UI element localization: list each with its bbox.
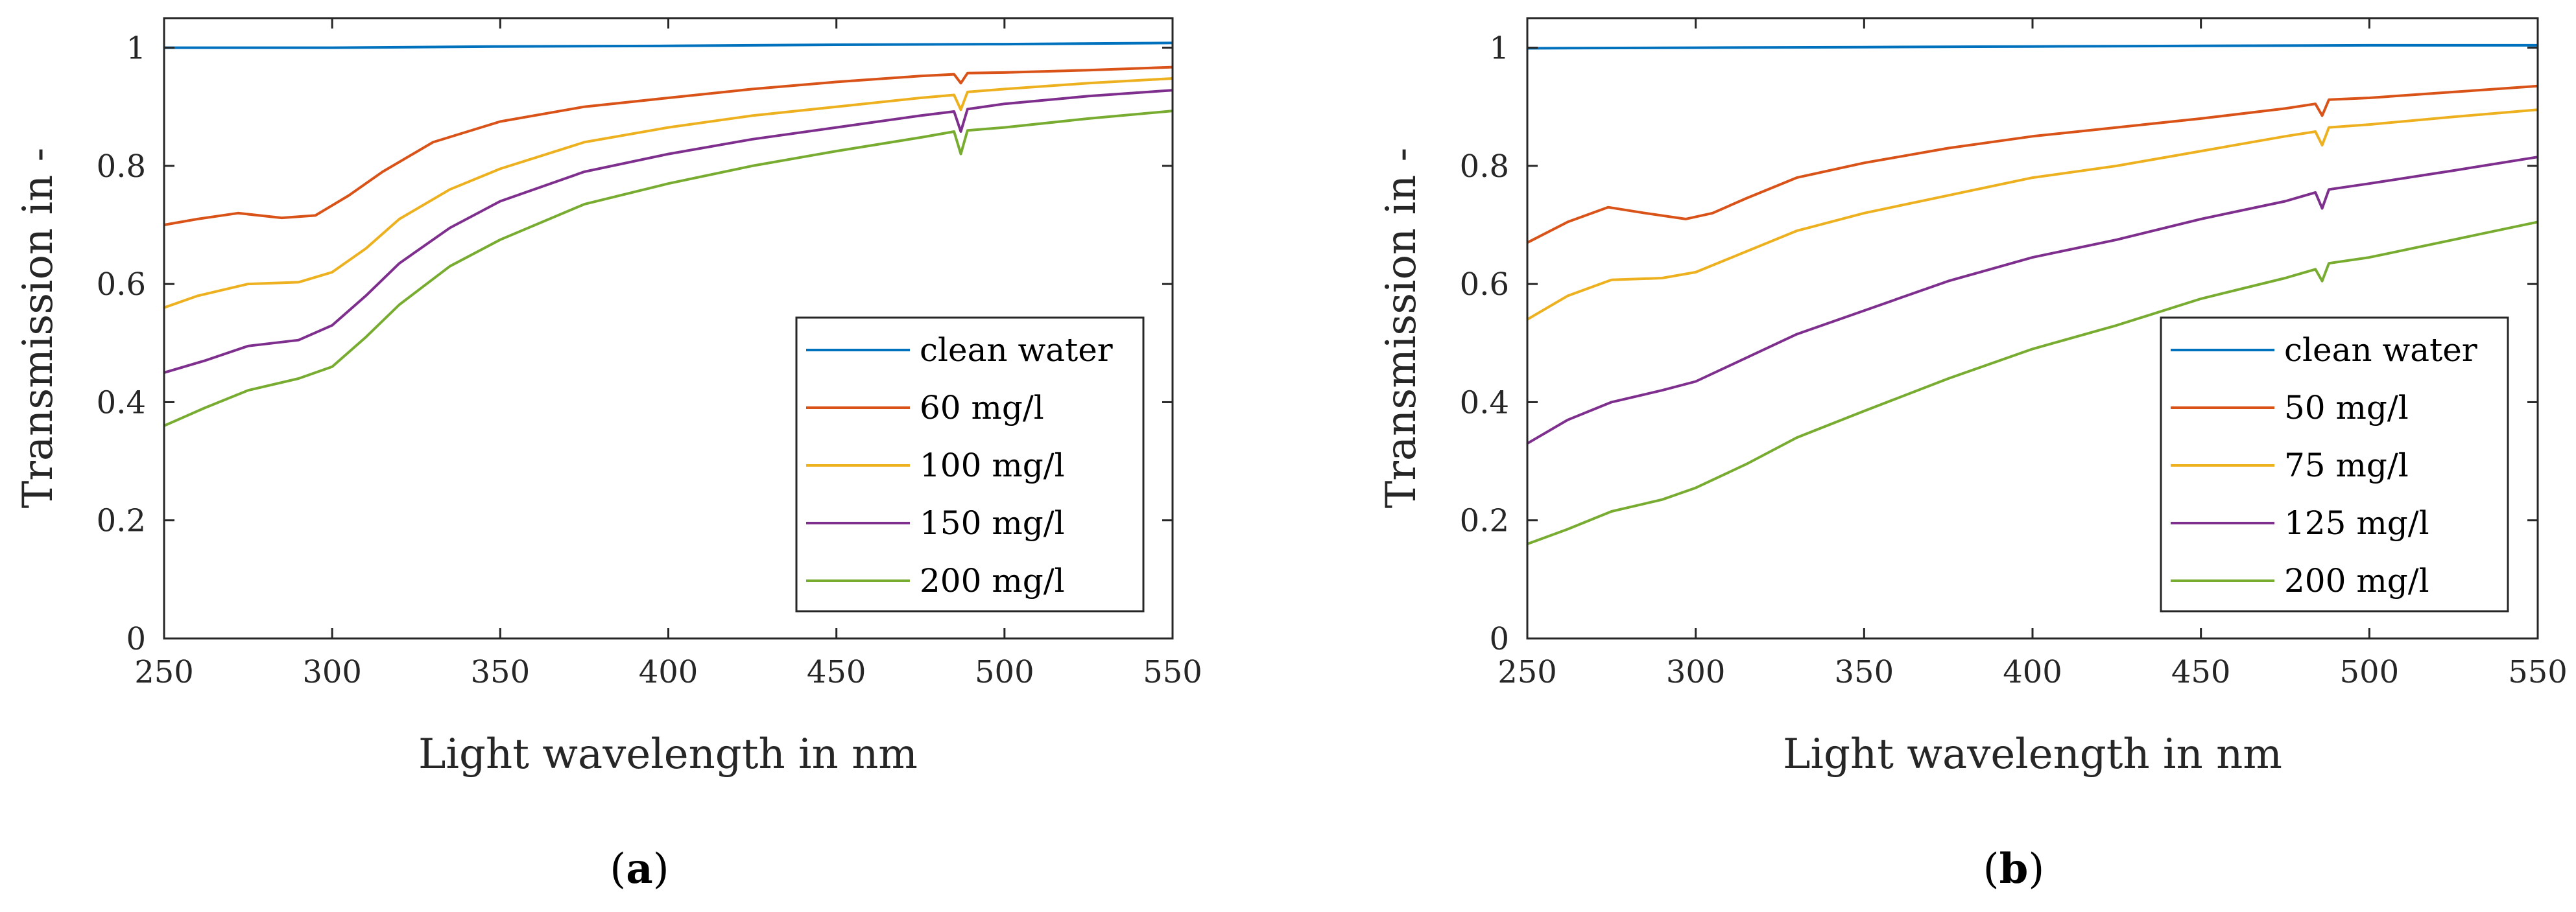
legend-label-b-4: 200 mg/l <box>2284 562 2429 600</box>
x-tick-label-a-5: 500 <box>975 654 1034 690</box>
panel-label-a: (a) <box>610 845 669 893</box>
ticks-b <box>1526 18 2539 640</box>
series-lines-a <box>163 41 1173 427</box>
x-tick-label-b-4: 450 <box>2171 654 2231 690</box>
series-line-a-0 <box>164 41 1173 49</box>
x-axis-label-a: Light wavelength in nm <box>418 731 918 778</box>
y-tick-labels-a: 0 0.2 0.4 0.6 0.8 1 <box>97 30 146 657</box>
series-line-b-3 <box>1526 156 2538 445</box>
x-tick-labels-a: 250 300 350 400 450 500 550 <box>134 654 1202 690</box>
x-axis-label-b: Light wavelength in nm <box>1783 731 2282 778</box>
series-line-b-1 <box>1527 84 2538 244</box>
legend-label-b-2: 75 mg/l <box>2284 447 2409 484</box>
y-tick-labels-b: 0 0.2 0.4 0.6 0.8 1 <box>1460 30 1509 657</box>
legend-label-a-2: 100 mg/l <box>920 447 1065 484</box>
series-line-a-1 <box>163 65 1173 226</box>
legend-entries-b: clean water 50 mg/l 75 mg/l 125 mg/l 200 mg/… <box>2171 331 2477 600</box>
legend-label-b-0: clean water <box>2284 331 2477 369</box>
y-tick-label-a-1: 0.2 <box>97 503 146 539</box>
legend-a: clean water 60 mg/l 100 mg/l 150 mg/l 200 mg… <box>795 316 1145 613</box>
x-tick-label-b-5: 500 <box>2340 654 2400 690</box>
y-tick-label-b-1: 0.2 <box>1460 503 1509 539</box>
y-axis-label-a: Transmission in - <box>14 148 62 509</box>
y-tick-label-a-5: 1 <box>126 30 146 67</box>
legend-label-b-3: 125 mg/l <box>2284 504 2429 542</box>
legend-label-a-4: 200 mg/l <box>920 562 1065 600</box>
legend-label-a-1: 60 mg/l <box>920 389 1044 427</box>
y-tick-label-b-3: 0.6 <box>1460 266 1509 303</box>
y-tick-label-b-2: 0.4 <box>1460 384 1509 421</box>
series-line-a-2 <box>163 77 1173 309</box>
legend-label-b-1: 50 mg/l <box>2284 389 2409 427</box>
x-tick-label-a-6: 550 <box>1143 654 1202 690</box>
series-line-b-2 <box>1526 108 2538 321</box>
x-tick-label-b-6: 550 <box>2508 654 2568 690</box>
y-tick-label-a-0: 0 <box>126 621 146 657</box>
x-tick-label-a-3: 400 <box>639 654 698 690</box>
y-tick-label-a-2: 0.4 <box>97 384 146 421</box>
panel-label-b: (b) <box>1983 845 2045 893</box>
x-tick-label-a-1: 300 <box>302 654 362 690</box>
x-tick-label-a-2: 350 <box>471 654 531 690</box>
y-axis-label-b: Transmission in - <box>1377 148 1425 509</box>
series-line-b-4 <box>1527 220 2538 546</box>
y-tick-label-a-4: 0.8 <box>97 148 146 185</box>
legend-b: clean water 50 mg/l 75 mg/l 125 mg/l 200 mg/… <box>2160 316 2509 613</box>
series-line-a-3 <box>163 89 1173 374</box>
y-tick-label-b-5: 1 <box>1489 30 1509 67</box>
y-tick-label-b-0: 0 <box>1489 621 1509 657</box>
x-tick-label-a-4: 450 <box>807 654 866 690</box>
x-tick-labels-b: 250 300 350 400 450 500 550 <box>1497 654 2568 690</box>
series-line-b-0 <box>1527 43 2538 50</box>
x-tick-label-a-0: 250 <box>134 654 194 690</box>
y-tick-label-a-3: 0.6 <box>97 266 146 303</box>
x-tick-label-b-1: 300 <box>1666 654 1726 690</box>
series-lines-b <box>1526 43 2538 546</box>
legend-label-a-3: 150 mg/l <box>920 504 1065 542</box>
chart-panel-a: 250 300 350 400 450 500 550 0 0.2 0.4 0.6 0.8 1 Lig… <box>14 17 1202 893</box>
legend-label-a-0: clean water <box>920 331 1113 369</box>
y-tick-label-b-4: 0.8 <box>1460 148 1509 185</box>
x-tick-label-b-0: 250 <box>1497 654 1557 690</box>
x-tick-label-b-2: 350 <box>1835 654 1894 690</box>
ticks-a <box>163 18 1174 640</box>
series-line-a-4 <box>163 110 1173 427</box>
legend-entries-a: clean water 60 mg/l 100 mg/l 150 mg/l 200 mg… <box>806 331 1113 600</box>
x-tick-label-b-3: 400 <box>2003 654 2062 690</box>
chart-panel-b: 250 300 350 400 450 500 550 0 0.2 0.4 0.6 0.8 1 Lig… <box>1377 17 2568 893</box>
